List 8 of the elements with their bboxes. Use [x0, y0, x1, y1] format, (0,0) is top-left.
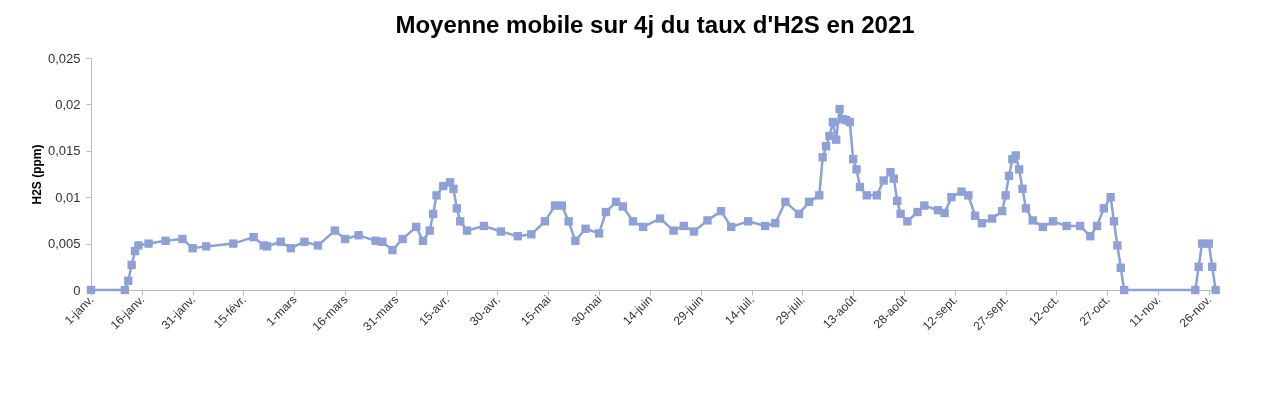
y-tick-label: 0,025: [47, 50, 81, 66]
y-tick-label: 0: [73, 282, 81, 298]
y-axis-title: H2S (ppm): [29, 144, 44, 205]
y-tick-label: 0,005: [47, 236, 81, 252]
chart-title: Moyenne mobile sur 4j du taux d'H2S en 2021: [395, 11, 915, 38]
y-tick-label: 0,015: [47, 143, 81, 159]
y-tick-label: 0,01: [55, 189, 81, 205]
y-tick-label: 0,02: [55, 96, 81, 112]
